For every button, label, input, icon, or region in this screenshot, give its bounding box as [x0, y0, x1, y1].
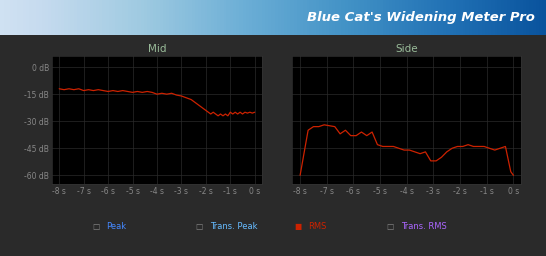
Text: Trans. RMS: Trans. RMS [401, 222, 447, 231]
Text: ■: ■ [294, 222, 301, 231]
Text: □: □ [387, 222, 394, 231]
Title: Side: Side [395, 44, 418, 54]
Text: Peak: Peak [106, 222, 127, 231]
Text: RMS: RMS [308, 222, 327, 231]
Text: Blue Cat's Widening Meter Pro: Blue Cat's Widening Meter Pro [307, 12, 535, 25]
Title: Mid: Mid [148, 44, 166, 54]
Text: Trans. Peak: Trans. Peak [210, 222, 258, 231]
Text: □: □ [195, 222, 203, 231]
Text: □: □ [92, 222, 99, 231]
